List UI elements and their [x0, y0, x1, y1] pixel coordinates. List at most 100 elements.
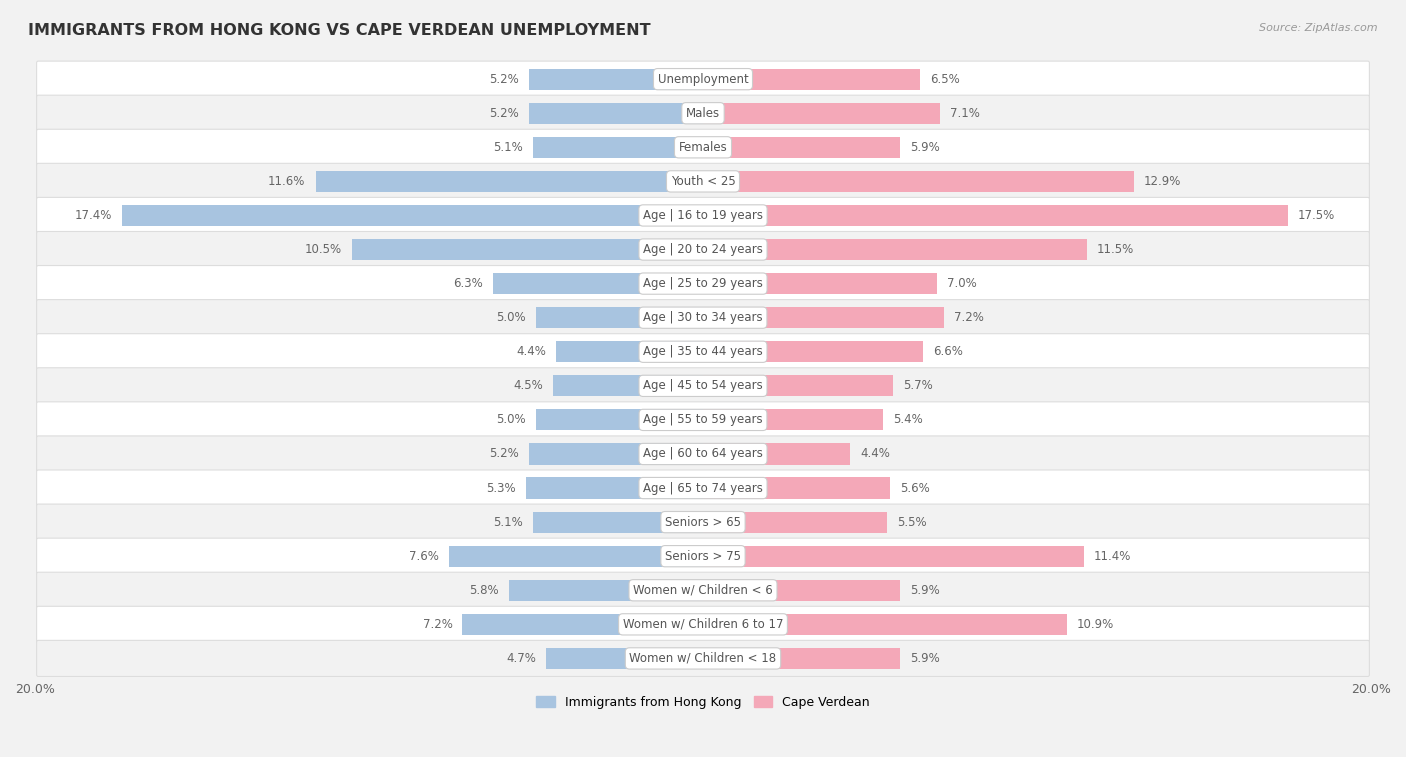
Bar — [533, 512, 703, 533]
Text: 7.1%: 7.1% — [950, 107, 980, 120]
FancyBboxPatch shape — [37, 402, 1369, 438]
Text: 6.5%: 6.5% — [931, 73, 960, 86]
Bar — [555, 341, 703, 363]
Bar — [533, 137, 703, 158]
Text: 5.0%: 5.0% — [496, 413, 526, 426]
Bar — [703, 103, 941, 124]
Text: Seniors > 65: Seniors > 65 — [665, 516, 741, 528]
Bar — [509, 580, 703, 601]
Text: 7.6%: 7.6% — [409, 550, 439, 562]
Bar — [449, 546, 703, 567]
Bar — [703, 273, 936, 294]
FancyBboxPatch shape — [37, 232, 1369, 267]
Text: 10.9%: 10.9% — [1077, 618, 1115, 631]
FancyBboxPatch shape — [37, 606, 1369, 643]
Text: Women w/ Children 6 to 17: Women w/ Children 6 to 17 — [623, 618, 783, 631]
Text: 4.4%: 4.4% — [516, 345, 546, 358]
FancyBboxPatch shape — [37, 470, 1369, 506]
Text: Women w/ Children < 18: Women w/ Children < 18 — [630, 652, 776, 665]
Text: Males: Males — [686, 107, 720, 120]
Bar — [703, 341, 924, 363]
Text: 5.2%: 5.2% — [489, 73, 519, 86]
Text: 5.4%: 5.4% — [893, 413, 924, 426]
Text: 7.2%: 7.2% — [423, 618, 453, 631]
Text: 11.4%: 11.4% — [1094, 550, 1132, 562]
Text: Age | 60 to 64 years: Age | 60 to 64 years — [643, 447, 763, 460]
Bar — [703, 171, 1133, 192]
Bar — [703, 444, 851, 465]
FancyBboxPatch shape — [37, 300, 1369, 336]
Bar — [546, 648, 703, 669]
Text: 5.3%: 5.3% — [486, 481, 516, 494]
Text: 5.1%: 5.1% — [494, 141, 523, 154]
Bar — [529, 444, 703, 465]
Text: 5.0%: 5.0% — [496, 311, 526, 324]
Text: 11.5%: 11.5% — [1097, 243, 1135, 256]
Text: 4.4%: 4.4% — [860, 447, 890, 460]
FancyBboxPatch shape — [37, 266, 1369, 302]
Text: 5.9%: 5.9% — [910, 652, 939, 665]
Text: 5.9%: 5.9% — [910, 584, 939, 597]
Text: Females: Females — [679, 141, 727, 154]
Text: Age | 16 to 19 years: Age | 16 to 19 years — [643, 209, 763, 222]
Bar — [463, 614, 703, 635]
Text: 4.5%: 4.5% — [513, 379, 543, 392]
Text: Unemployment: Unemployment — [658, 73, 748, 86]
Bar — [703, 478, 890, 499]
Text: 17.4%: 17.4% — [75, 209, 111, 222]
Bar — [703, 69, 920, 90]
Text: 7.0%: 7.0% — [946, 277, 977, 290]
Text: 17.5%: 17.5% — [1298, 209, 1334, 222]
Bar — [703, 614, 1067, 635]
Text: Age | 45 to 54 years: Age | 45 to 54 years — [643, 379, 763, 392]
Text: 5.6%: 5.6% — [900, 481, 929, 494]
FancyBboxPatch shape — [37, 572, 1369, 609]
FancyBboxPatch shape — [37, 164, 1369, 199]
Bar — [703, 239, 1087, 260]
Text: Age | 35 to 44 years: Age | 35 to 44 years — [643, 345, 763, 358]
Bar — [536, 307, 703, 329]
Bar — [526, 478, 703, 499]
FancyBboxPatch shape — [37, 368, 1369, 404]
Bar — [703, 648, 900, 669]
Text: 5.1%: 5.1% — [494, 516, 523, 528]
Bar — [553, 375, 703, 397]
Bar — [703, 546, 1084, 567]
Text: Seniors > 75: Seniors > 75 — [665, 550, 741, 562]
Text: 6.3%: 6.3% — [453, 277, 482, 290]
Bar — [703, 580, 900, 601]
Legend: Immigrants from Hong Kong, Cape Verdean: Immigrants from Hong Kong, Cape Verdean — [531, 691, 875, 714]
FancyBboxPatch shape — [37, 61, 1369, 97]
Bar — [315, 171, 703, 192]
Text: Age | 25 to 29 years: Age | 25 to 29 years — [643, 277, 763, 290]
Text: 10.5%: 10.5% — [305, 243, 342, 256]
Text: 11.6%: 11.6% — [269, 175, 305, 188]
Text: Age | 65 to 74 years: Age | 65 to 74 years — [643, 481, 763, 494]
FancyBboxPatch shape — [37, 436, 1369, 472]
Text: 5.2%: 5.2% — [489, 107, 519, 120]
Bar — [703, 375, 893, 397]
Bar — [536, 410, 703, 431]
FancyBboxPatch shape — [37, 504, 1369, 540]
Text: Age | 30 to 34 years: Age | 30 to 34 years — [643, 311, 763, 324]
FancyBboxPatch shape — [37, 95, 1369, 131]
Bar — [703, 137, 900, 158]
Text: 12.9%: 12.9% — [1144, 175, 1181, 188]
Bar — [492, 273, 703, 294]
Text: Age | 55 to 59 years: Age | 55 to 59 years — [643, 413, 763, 426]
Text: IMMIGRANTS FROM HONG KONG VS CAPE VERDEAN UNEMPLOYMENT: IMMIGRANTS FROM HONG KONG VS CAPE VERDEA… — [28, 23, 651, 38]
FancyBboxPatch shape — [37, 334, 1369, 370]
Bar — [703, 205, 1288, 226]
FancyBboxPatch shape — [37, 538, 1369, 575]
FancyBboxPatch shape — [37, 640, 1369, 677]
Bar — [529, 69, 703, 90]
Text: Source: ZipAtlas.com: Source: ZipAtlas.com — [1260, 23, 1378, 33]
Text: 4.7%: 4.7% — [506, 652, 536, 665]
Text: 5.5%: 5.5% — [897, 516, 927, 528]
Text: 5.7%: 5.7% — [904, 379, 934, 392]
Bar — [353, 239, 703, 260]
FancyBboxPatch shape — [37, 198, 1369, 233]
FancyBboxPatch shape — [37, 129, 1369, 165]
Text: Youth < 25: Youth < 25 — [671, 175, 735, 188]
Text: Age | 20 to 24 years: Age | 20 to 24 years — [643, 243, 763, 256]
